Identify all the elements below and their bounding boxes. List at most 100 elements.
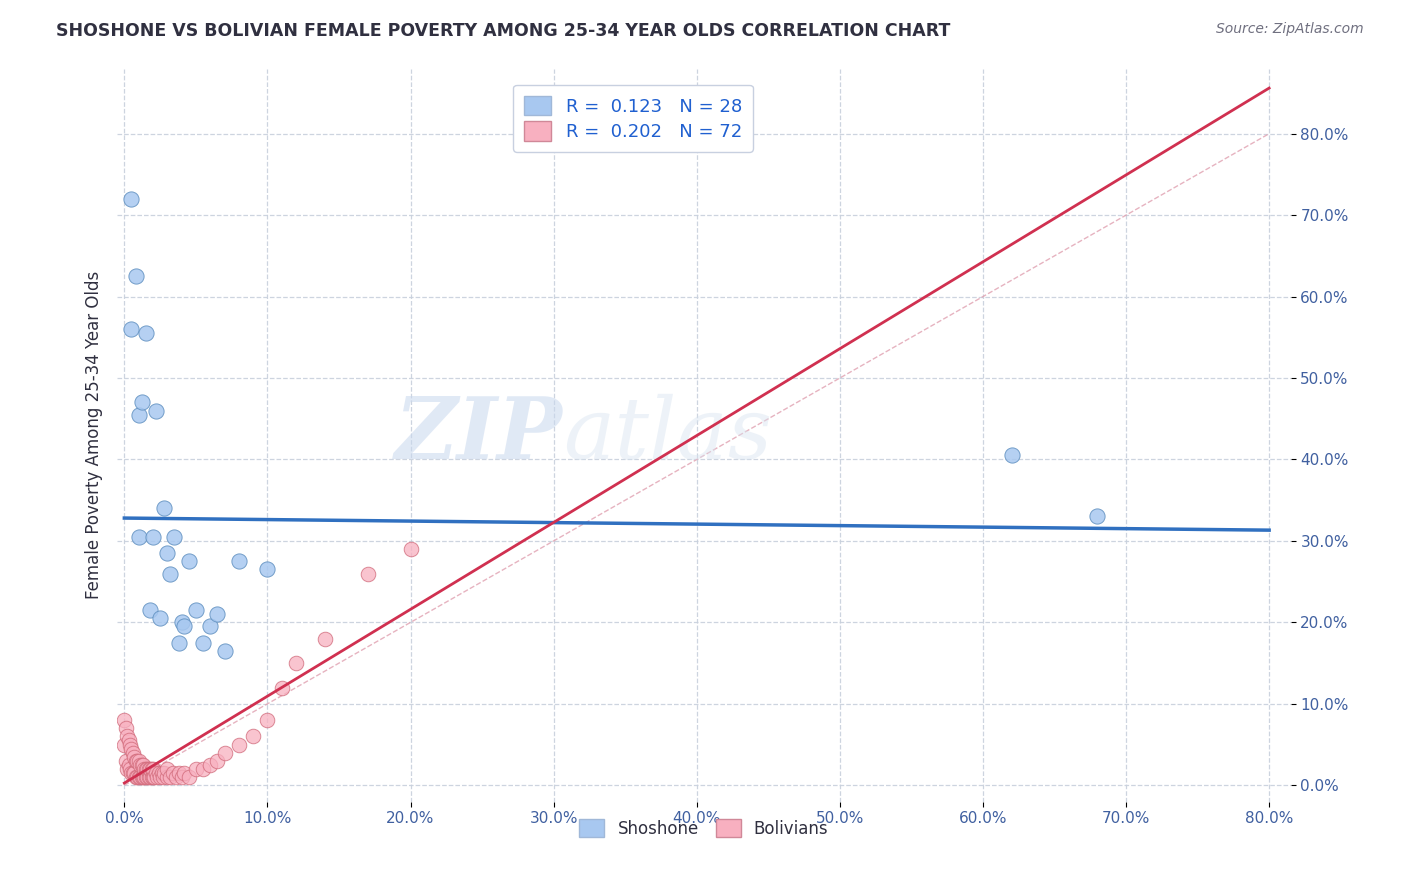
Y-axis label: Female Poverty Among 25-34 Year Olds: Female Poverty Among 25-34 Year Olds xyxy=(86,271,103,599)
Text: Source: ZipAtlas.com: Source: ZipAtlas.com xyxy=(1216,22,1364,37)
Legend: Shoshone, Bolivians: Shoshone, Bolivians xyxy=(572,813,835,845)
Point xyxy=(173,766,195,780)
Point xyxy=(167,766,190,780)
Point xyxy=(200,758,222,772)
Point xyxy=(163,530,186,544)
Point xyxy=(129,758,152,772)
Point xyxy=(148,766,170,780)
Point xyxy=(156,762,179,776)
Point xyxy=(112,738,135,752)
Point xyxy=(1087,509,1109,524)
Point xyxy=(115,762,138,776)
Point xyxy=(122,746,145,760)
Point xyxy=(131,395,153,409)
Point xyxy=(136,770,159,784)
Point xyxy=(138,770,160,784)
Point xyxy=(115,730,138,744)
Text: SHOSHONE VS BOLIVIAN FEMALE POVERTY AMONG 25-34 YEAR OLDS CORRELATION CHART: SHOSHONE VS BOLIVIAN FEMALE POVERTY AMON… xyxy=(56,22,950,40)
Point xyxy=(138,762,160,776)
Point xyxy=(149,611,172,625)
Point xyxy=(127,770,149,784)
Point xyxy=(125,754,148,768)
Point xyxy=(131,770,153,784)
Point xyxy=(191,762,214,776)
Point xyxy=(121,766,143,780)
Point xyxy=(141,762,163,776)
Point xyxy=(184,603,207,617)
Point xyxy=(139,762,162,776)
Point xyxy=(128,408,150,422)
Point xyxy=(129,770,152,784)
Point xyxy=(207,754,229,768)
Point xyxy=(167,636,190,650)
Point xyxy=(122,766,145,780)
Point xyxy=(256,713,278,727)
Point xyxy=(114,754,136,768)
Point xyxy=(159,566,181,581)
Point xyxy=(142,770,165,784)
Point xyxy=(149,770,172,784)
Point xyxy=(132,758,155,772)
Point xyxy=(125,269,148,284)
Point xyxy=(114,721,136,735)
Point xyxy=(121,192,143,206)
Point xyxy=(270,681,292,695)
Point xyxy=(170,615,193,630)
Point xyxy=(173,619,195,633)
Point xyxy=(139,770,162,784)
Point xyxy=(120,738,142,752)
Point xyxy=(207,607,229,622)
Point xyxy=(142,530,165,544)
Point xyxy=(228,554,250,568)
Point xyxy=(159,770,181,784)
Point xyxy=(177,554,200,568)
Point xyxy=(117,758,139,772)
Point xyxy=(141,770,163,784)
Point xyxy=(242,730,264,744)
Point xyxy=(156,770,179,784)
Point xyxy=(191,636,214,650)
Point xyxy=(124,749,146,764)
Point xyxy=(256,562,278,576)
Point xyxy=(153,766,176,780)
Point xyxy=(184,762,207,776)
Point xyxy=(135,762,157,776)
Point xyxy=(1000,449,1022,463)
Point xyxy=(214,644,236,658)
Point xyxy=(125,770,148,784)
Point xyxy=(131,758,153,772)
Point xyxy=(120,762,142,776)
Point xyxy=(356,566,378,581)
Point xyxy=(117,733,139,747)
Point xyxy=(121,322,143,336)
Point xyxy=(285,656,308,670)
Point xyxy=(145,403,167,417)
Point xyxy=(134,762,156,776)
Point xyxy=(132,770,155,784)
Point xyxy=(143,770,166,784)
Point xyxy=(124,766,146,780)
Point xyxy=(214,746,236,760)
Point xyxy=(135,770,157,784)
Point xyxy=(314,632,336,646)
Point xyxy=(150,766,173,780)
Point xyxy=(135,326,157,341)
Point xyxy=(136,762,159,776)
Point xyxy=(112,713,135,727)
Point xyxy=(177,770,200,784)
Point xyxy=(128,530,150,544)
Point xyxy=(139,603,162,617)
Point xyxy=(156,546,179,560)
Point xyxy=(152,770,174,784)
Point xyxy=(128,754,150,768)
Point xyxy=(127,754,149,768)
Point xyxy=(399,542,422,557)
Point xyxy=(153,501,176,516)
Point xyxy=(142,762,165,776)
Point xyxy=(128,770,150,784)
Point xyxy=(121,741,143,756)
Text: atlas: atlas xyxy=(562,393,772,476)
Point xyxy=(200,619,222,633)
Point xyxy=(162,766,184,780)
Point xyxy=(134,770,156,784)
